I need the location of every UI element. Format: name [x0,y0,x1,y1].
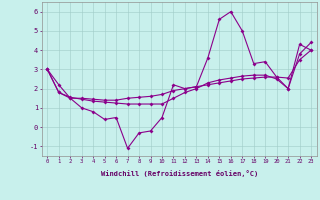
X-axis label: Windchill (Refroidissement éolien,°C): Windchill (Refroidissement éolien,°C) [100,170,258,177]
